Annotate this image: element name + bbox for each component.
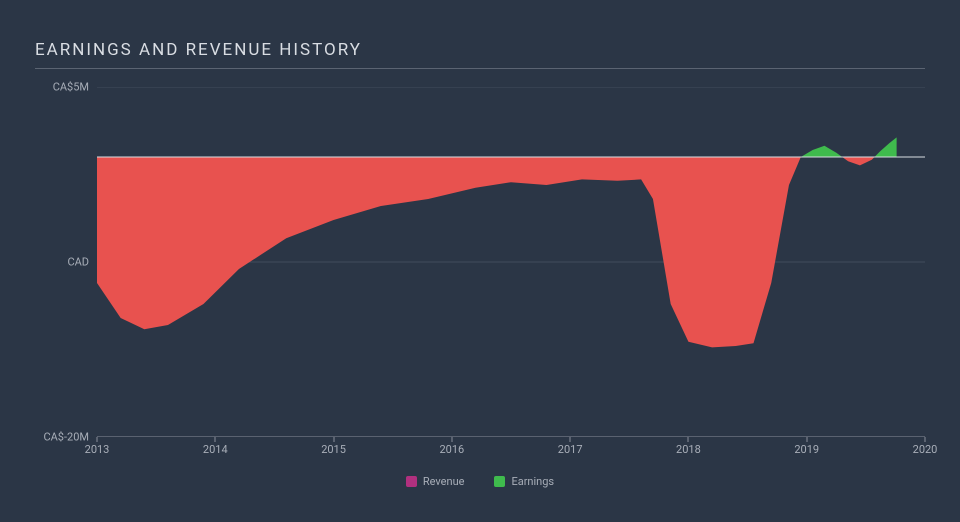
- legend-item: Earnings: [494, 475, 554, 488]
- x-tick-mark: [333, 437, 334, 442]
- x-axis-label: 2018: [676, 443, 701, 456]
- x-axis-label: 2017: [558, 443, 583, 456]
- legend-swatch: [494, 476, 505, 487]
- plot-svg: [97, 87, 925, 437]
- x-axis-label: 2015: [321, 443, 346, 456]
- x-tick-mark: [925, 437, 926, 442]
- x-axis-label: 2013: [85, 443, 110, 456]
- x-tick-mark: [688, 437, 689, 442]
- legend-label: Earnings: [511, 475, 554, 488]
- plot-wrap: CA$5MCADCA$-20M: [97, 87, 925, 437]
- x-tick-mark: [570, 437, 571, 442]
- legend-swatch: [406, 476, 417, 487]
- legend: Revenue Earnings: [35, 475, 925, 488]
- x-axis-label: 2019: [794, 443, 819, 456]
- x-axis: 20132014201520162017201820192020: [97, 437, 925, 457]
- chart-container: EARNINGS AND REVENUE HISTORY CA$5MCADCA$…: [0, 0, 960, 522]
- legend-label: Revenue: [423, 475, 465, 488]
- x-tick-mark: [806, 437, 807, 442]
- x-tick-mark: [451, 437, 452, 442]
- chart-title: EARNINGS AND REVENUE HISTORY: [35, 40, 925, 60]
- y-axis-label: CAD: [67, 256, 89, 269]
- title-underline: [35, 68, 925, 69]
- legend-item: Revenue: [406, 475, 465, 488]
- plot-area: [97, 87, 925, 437]
- x-tick-mark: [215, 437, 216, 442]
- x-axis-label: 2020: [913, 443, 938, 456]
- x-tick-mark: [97, 437, 98, 442]
- y-axis-label: CA$-20M: [43, 431, 89, 444]
- x-axis-label: 2016: [439, 443, 464, 456]
- x-axis-label: 2014: [203, 443, 228, 456]
- y-axis-label: CA$5M: [53, 81, 89, 94]
